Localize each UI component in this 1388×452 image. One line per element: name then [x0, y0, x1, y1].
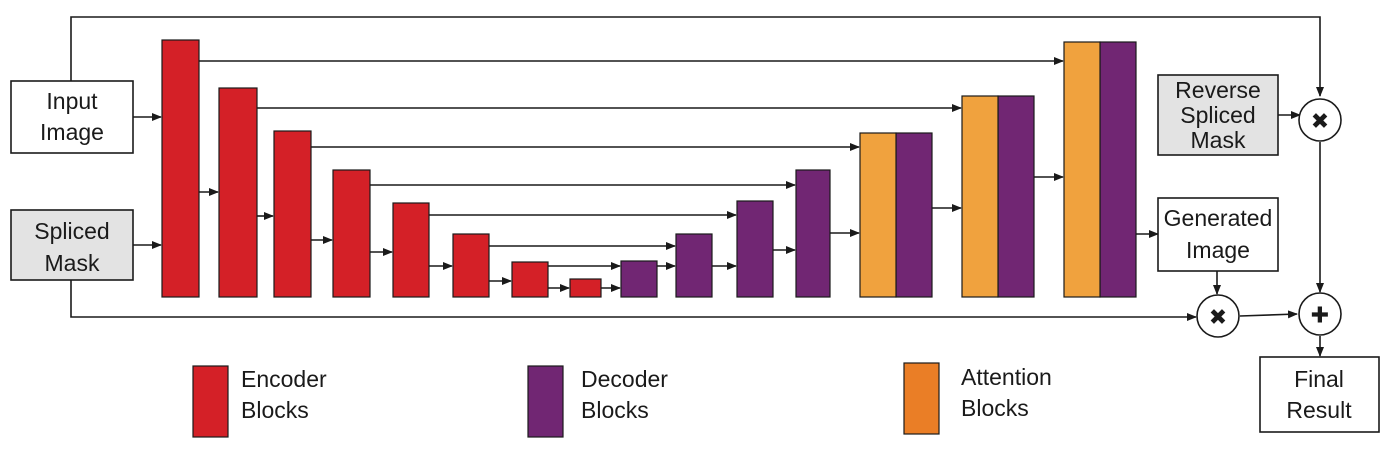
reverse-mask-label-line: Reverse: [1175, 77, 1261, 103]
generated-image-label-line: Image: [1186, 237, 1250, 263]
spliced-mask-label-line: Spliced: [34, 218, 109, 244]
input-image-label-line: Image: [40, 119, 104, 145]
encoder-block: [392, 202, 430, 298]
decoder-block: [997, 95, 1035, 298]
legend: Encoder Blocks Decoder Blocks Attention …: [192, 362, 1052, 438]
encoder-block: [218, 87, 258, 298]
encoder-block: [273, 130, 312, 298]
encoder-block: [569, 278, 602, 298]
decoder-block: [1099, 41, 1137, 298]
legend-label-line: Decoder: [581, 366, 668, 392]
attention-block: [961, 95, 999, 298]
multiply-top-node: ✖: [1298, 98, 1342, 142]
arrow-mask-bypass: [70, 280, 1197, 321]
multiply-bottom-node: ✖: [1196, 294, 1240, 338]
add-node: ✚: [1298, 292, 1342, 336]
encoder-block: [511, 261, 549, 298]
spliced-mask-box: Spliced Mask: [10, 209, 134, 281]
arrow-multiply-to-add-horizontal: [1239, 310, 1298, 319]
decoder-block: [895, 132, 933, 298]
reverse-spliced-mask-box: Reverse Spliced Mask: [1157, 74, 1279, 156]
final-result-label-line: Result: [1286, 397, 1352, 423]
attention-blocks: [859, 41, 1101, 298]
multiply-icon: ✖: [1311, 109, 1329, 134]
legend-swatch: [527, 365, 564, 438]
reverse-mask-label-line: Spliced: [1180, 102, 1255, 128]
legend-item-decoder: Decoder Blocks: [527, 365, 668, 438]
spliced-mask-label-line: Mask: [45, 250, 100, 276]
legend-label-line: Blocks: [241, 397, 309, 423]
legend-label-line: Blocks: [581, 397, 649, 423]
encoder-block: [332, 169, 371, 298]
input-image-label-line: Input: [46, 88, 98, 114]
decoder-block: [675, 233, 713, 298]
legend-swatch: [903, 362, 940, 435]
input-image-box: Input Image: [10, 80, 134, 154]
reverse-mask-label-line: Mask: [1191, 127, 1246, 153]
encoder-block: [161, 39, 200, 298]
decoder-block: [620, 260, 658, 298]
final-result-label-line: Final: [1294, 366, 1344, 392]
generated-image-label-line: Generated: [1164, 205, 1273, 231]
legend-item-encoder: Encoder Blocks: [192, 365, 327, 438]
plus-icon: ✚: [1311, 303, 1329, 328]
multiply-icon: ✖: [1209, 305, 1227, 330]
decoder-block: [736, 200, 774, 298]
generated-image-box: Generated Image: [1157, 197, 1279, 272]
decoder-block: [795, 169, 831, 298]
encoder-block: [452, 233, 490, 298]
final-result-box: Final Result: [1259, 356, 1380, 433]
connections: [70, 16, 1324, 357]
legend-item-attention: Attention Blocks: [903, 362, 1052, 435]
attention-block: [1063, 41, 1101, 298]
legend-label-line: Encoder: [241, 366, 327, 392]
legend-label-line: Blocks: [961, 395, 1029, 421]
legend-label-line: Attention: [961, 364, 1052, 390]
arrow-input-bypass: [70, 16, 1324, 97]
legend-swatch: [192, 365, 229, 438]
encoder-blocks: [161, 39, 602, 298]
attention-block: [859, 132, 897, 298]
